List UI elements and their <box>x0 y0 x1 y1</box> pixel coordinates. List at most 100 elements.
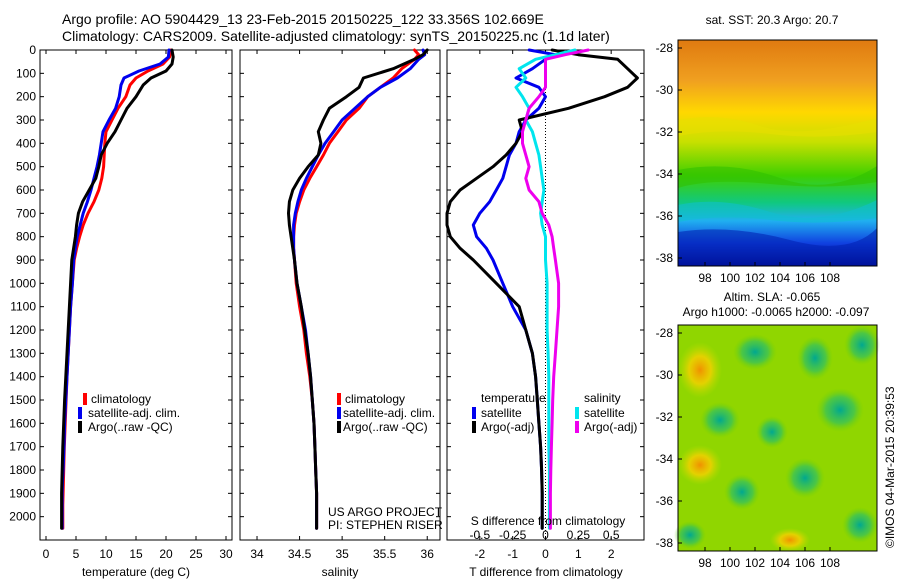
x-tick-label: 34 <box>250 547 264 561</box>
lat-tick-label: -28 <box>656 41 674 55</box>
depth-tick-label: 800 <box>16 230 36 244</box>
x-tick-label: 10 <box>99 547 113 561</box>
x-tick-label: 0 <box>542 547 549 561</box>
legend-label-climatology: climatology <box>91 392 151 406</box>
header-line-1: Argo profile: AO 5904429_13 23-Feb-2015 … <box>62 11 544 27</box>
depth-tick-label: 1400 <box>9 370 36 384</box>
lon-tick-label: 98 <box>698 271 712 285</box>
depth-tick-label: 1900 <box>9 486 36 500</box>
lon-tick-label: 108 <box>820 271 840 285</box>
difference-plot-frame <box>446 49 645 541</box>
x-tick-label: 2 <box>608 547 615 561</box>
lat-tick-label: -38 <box>656 536 674 550</box>
x-tick-label: 34.5 <box>288 547 312 561</box>
legend-swatch-t-argo <box>472 421 476 433</box>
depth-tick-label: 1700 <box>9 440 36 454</box>
lat-tick-label: -30 <box>656 83 674 97</box>
lon-tick-label: 100 <box>720 556 740 570</box>
depth-tick-label: 1300 <box>9 346 36 360</box>
legend-label-satellite-adj: satellite-adj. clim. <box>88 406 180 420</box>
legend-swatch-t-satellite <box>472 407 476 419</box>
x-tick-label: -2 <box>474 547 485 561</box>
depth-tick-label: 300 <box>16 113 36 127</box>
legend-label-t-satellite: satellite <box>481 406 522 420</box>
x-tick-label: 20 <box>159 547 173 561</box>
s-diff-tick-label: -0.5 <box>469 528 490 542</box>
depth-tick-label: 1200 <box>9 323 36 337</box>
lat-tick-label: -38 <box>656 251 674 265</box>
x-tick-label: 5 <box>73 547 80 561</box>
depth-tick-label: 700 <box>16 206 36 220</box>
x-tick-label: 30 <box>219 547 233 561</box>
depth-tick-label: 500 <box>16 160 36 174</box>
project-credit: US ARGO PROJECT <box>328 505 443 519</box>
lon-tick-label: 108 <box>820 556 840 570</box>
temperature-axis-label: temperature (deg C) <box>82 565 190 579</box>
depth-tick-label: 200 <box>16 90 36 104</box>
sla-map-axes: -28 -30 -32 -34 -36 -38 98 100 102 104 106 108 <box>656 326 841 570</box>
legend-title-temperature: temperature <box>481 391 546 405</box>
sla-map-title-2: Argo h1000: -0.0065 h2000: -0.097 <box>683 305 870 319</box>
sla-map-blobs <box>674 325 880 552</box>
t-difference-axis-label: T difference from climatology <box>469 565 623 579</box>
salinity-legend: climatology satellite-adj. clim. Argo(..… <box>337 392 435 434</box>
x-tick-label: 35.5 <box>373 547 397 561</box>
s-diff-tick-label: 0.5 <box>603 528 620 542</box>
x-tick-label: 35 <box>335 547 349 561</box>
sst-map-frame <box>677 39 878 267</box>
legend-label-climatology: climatology <box>345 392 405 406</box>
sst-map-texture <box>678 117 877 266</box>
depth-tick-label: 100 <box>16 66 36 80</box>
legend-swatch-s-argo <box>575 421 579 433</box>
header-line-2: Climatology: CARS2009. Satellite-adjuste… <box>62 28 610 44</box>
lat-tick-label: -36 <box>656 209 674 223</box>
depth-tick-label: 0 <box>29 43 36 57</box>
depth-tick-label: 900 <box>16 253 36 267</box>
lon-tick-label: 106 <box>795 271 815 285</box>
lon-tick-label: 102 <box>745 271 765 285</box>
difference-plot: -2 -1 0 1 2 -0.5 -0.25 0 0.25 0.5 <box>445 48 644 561</box>
sla-map-frame <box>677 324 878 552</box>
depth-tick-label: 1500 <box>9 393 36 407</box>
series-line-climatology <box>292 48 421 530</box>
legend-label-t-argo: Argo(-adj) <box>481 420 534 434</box>
legend-swatch-argo <box>78 421 82 433</box>
depth-tick-label: 400 <box>16 136 36 150</box>
salinity-axis-label: salinity <box>322 565 359 579</box>
lat-tick-label: -32 <box>656 410 674 424</box>
lon-tick-label: 104 <box>770 271 790 285</box>
legend-label-satellite-adj: satellite-adj. clim. <box>343 406 435 420</box>
series-line-satellite-adj-clim- <box>60 48 171 530</box>
difference-legend: temperature salinity satellite Argo(-adj… <box>472 391 637 434</box>
legend-swatch-s-satellite <box>575 407 579 419</box>
depth-tick-label: 1000 <box>9 276 36 290</box>
depth-tick-label: 1600 <box>9 416 36 430</box>
legend-swatch-satellite-adj <box>78 407 82 419</box>
temperature-legend: climatology satellite-adj. clim. Argo(..… <box>78 392 180 434</box>
series-line-satellite <box>471 48 557 530</box>
x-tick-label: 25 <box>189 547 203 561</box>
series-line-argo-raw-qc- <box>287 48 429 530</box>
lat-tick-label: -28 <box>656 326 674 340</box>
s-diff-tick-label: 0 <box>542 528 549 542</box>
lon-tick-label: 100 <box>720 271 740 285</box>
lat-tick-label: -32 <box>656 125 674 139</box>
depth-tick-label: 1800 <box>9 463 36 477</box>
legend-swatch-climatology <box>337 393 341 405</box>
depth-tick-label: 600 <box>16 183 36 197</box>
depth-tick-label: 1100 <box>10 300 36 314</box>
lat-tick-label: -30 <box>656 368 674 382</box>
imos-stamp: ©IMOS 04-Mar-2015 20:39:53 <box>883 386 897 548</box>
lat-tick-label: -34 <box>656 167 674 181</box>
s-diff-tick-label: -0.25 <box>499 528 527 542</box>
x-tick-label: 1 <box>575 547 582 561</box>
legend-label-s-argo: Argo(-adj) <box>584 420 637 434</box>
series-line-argo-raw-qc- <box>60 48 175 530</box>
sst-map-image <box>678 40 877 266</box>
series-line-argo-adj- <box>521 48 590 530</box>
legend-swatch-satellite-adj <box>337 407 341 419</box>
legend-label-argo: Argo(..raw -QC) <box>88 420 173 434</box>
legend-swatch-argo <box>337 421 341 433</box>
legend-swatch-climatology <box>83 393 87 405</box>
